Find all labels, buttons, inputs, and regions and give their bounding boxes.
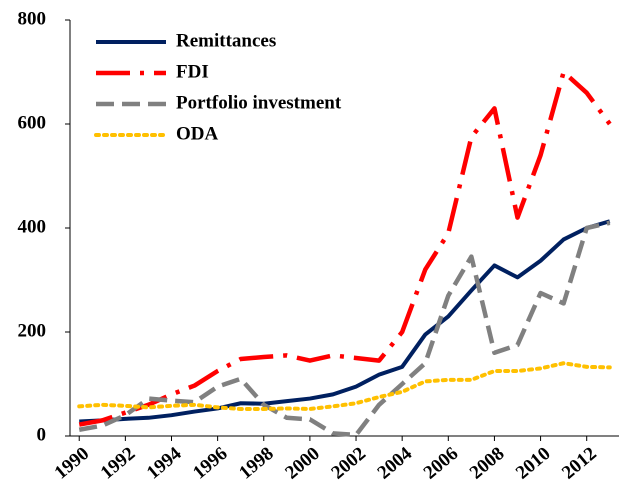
y-tick-label: 400 <box>18 216 47 237</box>
legend-label: Remittances <box>176 30 276 51</box>
legend-label: ODA <box>176 123 219 144</box>
legend-label: FDI <box>176 61 209 82</box>
x-tick-label: 1998 <box>235 443 278 484</box>
x-tick-label: 1994 <box>143 443 186 484</box>
y-tick-label: 200 <box>18 320 47 341</box>
series-line <box>77 361 612 411</box>
y-tick-label: 0 <box>37 424 47 445</box>
x-tick-label: 1990 <box>51 443 94 484</box>
series-line <box>79 219 611 424</box>
x-tick-label: 2006 <box>420 443 463 484</box>
x-tick-label: 1996 <box>189 443 232 484</box>
x-tick-label: 2008 <box>466 443 509 484</box>
x-tick-label: 2010 <box>512 443 555 484</box>
series-line <box>78 220 611 438</box>
x-tick-label: 1992 <box>97 443 140 484</box>
x-tick-label: 2012 <box>558 443 601 484</box>
y-tick-label: 800 <box>18 8 47 29</box>
x-tick-label: 2004 <box>374 443 417 484</box>
series-line <box>78 69 612 427</box>
x-tick-label: 2000 <box>281 443 324 484</box>
legend-label: Portfolio investment <box>176 92 342 113</box>
x-tick-label: 2002 <box>327 443 370 484</box>
y-tick-label: 600 <box>18 112 47 133</box>
